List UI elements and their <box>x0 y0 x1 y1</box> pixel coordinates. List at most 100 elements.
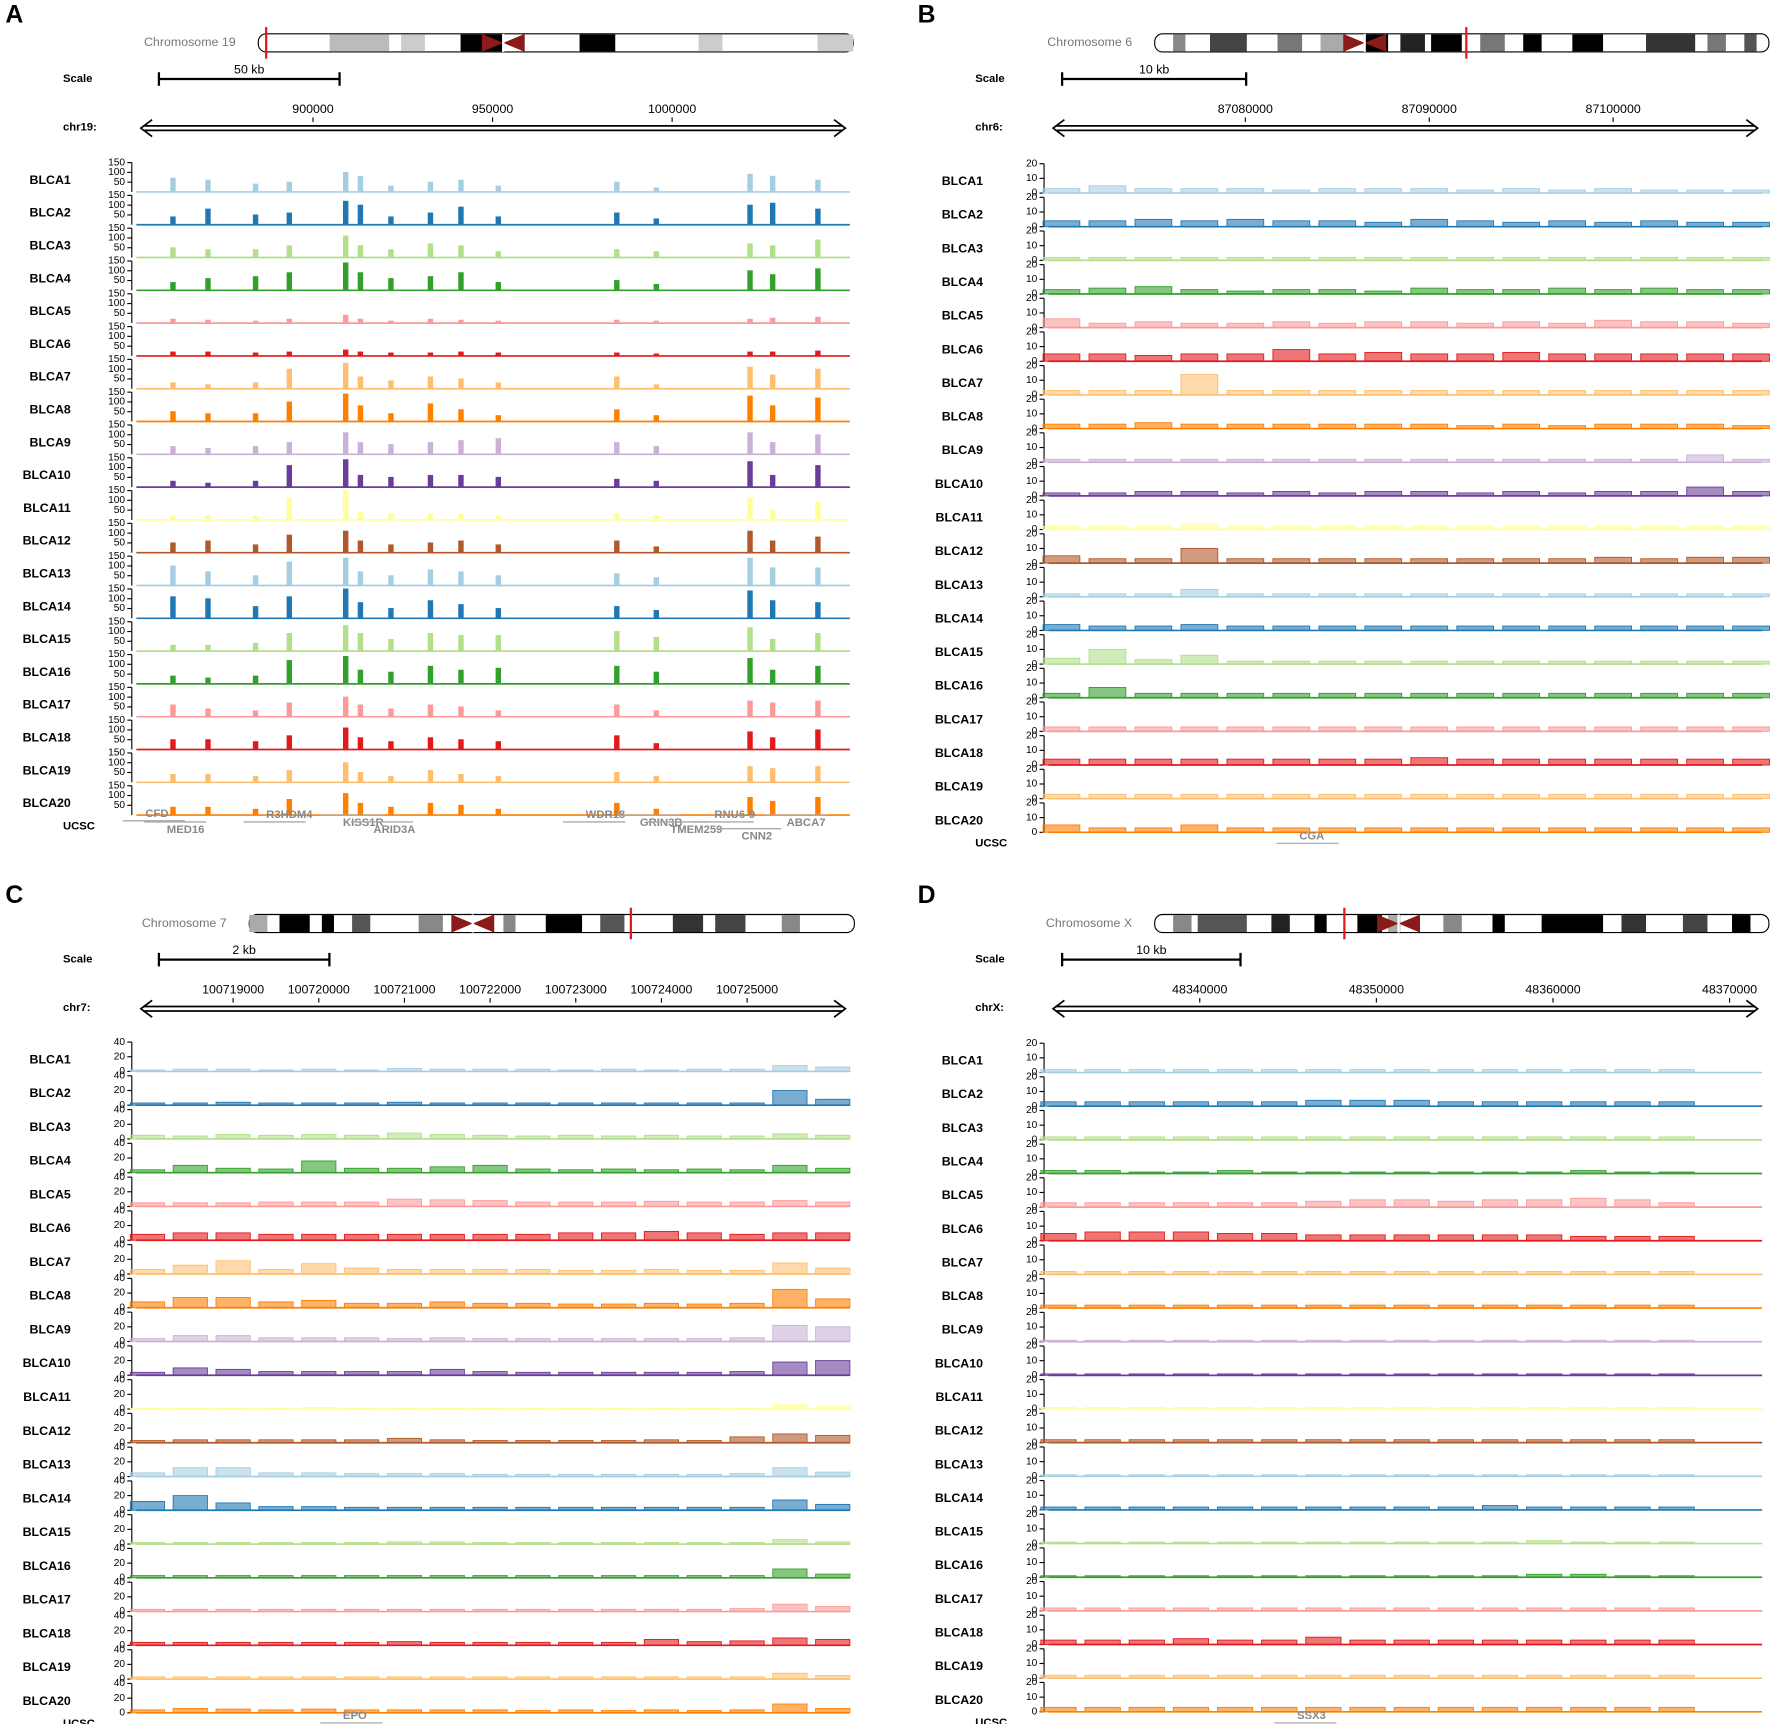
signal-bar <box>172 1676 208 1680</box>
signal-bar <box>1410 256 1449 261</box>
signal-bar <box>1481 1271 1519 1275</box>
signal-bar <box>342 656 349 685</box>
signal-bar <box>1134 593 1173 598</box>
y-tick-label: 0 <box>1032 760 1038 771</box>
signal-bar <box>1614 1235 1651 1242</box>
panel-letter: D <box>918 882 936 909</box>
y-tick-label: 0 <box>1032 255 1038 266</box>
signal-bar <box>1437 1474 1474 1477</box>
signal-bar <box>747 700 753 718</box>
y-tick-label: 50 <box>114 210 126 221</box>
signal-bar <box>1040 1304 1077 1309</box>
signal-bar <box>1216 1069 1254 1074</box>
signal-bar <box>558 1542 594 1545</box>
signal-bar <box>1134 659 1173 665</box>
signal-bar <box>172 1542 208 1545</box>
signal-bar <box>1393 1639 1430 1645</box>
signal-bar <box>1128 1271 1165 1275</box>
signal-bar <box>258 1233 294 1241</box>
y-tick-label: 20 <box>1026 1543 1038 1554</box>
signal-bar <box>815 1232 851 1241</box>
signal-bar <box>1180 353 1219 362</box>
signal-bar <box>1614 1439 1651 1444</box>
signal-bar <box>472 1641 508 1646</box>
signal-bar <box>258 1102 294 1106</box>
signal-bar <box>1088 458 1127 463</box>
track-label: BLCA1 <box>29 173 70 187</box>
y-tick-label: 0 <box>119 1235 125 1246</box>
signal-bar <box>1364 390 1403 396</box>
signal-bar <box>388 249 394 258</box>
signal-bar <box>1084 1373 1121 1376</box>
y-tick-label: 0 <box>1032 1101 1038 1112</box>
signal-bar <box>342 362 349 390</box>
signal-bar <box>769 768 776 783</box>
signal-bar <box>1180 458 1219 463</box>
signal-bar <box>614 513 620 521</box>
signal-bar <box>1272 758 1311 766</box>
signal-bar <box>772 1324 808 1342</box>
signal-bar <box>686 1102 722 1106</box>
signal-bar <box>1305 1304 1342 1309</box>
signal-bar <box>342 235 349 258</box>
signal-bar <box>815 1503 851 1511</box>
y-tick-label: 20 <box>1026 1374 1038 1385</box>
ideogram-band <box>781 915 800 932</box>
signal-bar <box>1658 1339 1695 1343</box>
y-tick-label: 0 <box>119 1302 125 1313</box>
signal-bar <box>427 802 434 816</box>
signal-bar <box>429 1541 465 1545</box>
signal-bar <box>344 1371 380 1376</box>
signal-bar <box>386 1641 423 1646</box>
y-tick-label: 20 <box>114 1220 126 1231</box>
signal-bar <box>1640 827 1678 833</box>
signal-bar <box>1437 1706 1474 1713</box>
signal-bar <box>1548 322 1587 329</box>
signal-bar <box>1502 526 1541 530</box>
signal-bar <box>1364 625 1403 631</box>
signal-bar <box>1410 287 1449 295</box>
y-tick-label: 150 <box>108 288 125 299</box>
signal-bar <box>252 413 259 422</box>
signal-bar <box>558 1102 594 1106</box>
signal-bar <box>205 774 211 783</box>
signal-bar <box>215 1542 251 1545</box>
signal-bar <box>1349 1271 1386 1275</box>
y-tick-label: 100 <box>108 298 125 309</box>
signal-bar <box>1614 1607 1651 1612</box>
signal-bar <box>357 669 364 685</box>
track-label: BLCA14 <box>23 599 71 613</box>
y-tick-label: 0 <box>1032 591 1038 602</box>
track-label: BLCA7 <box>942 376 983 390</box>
signal-bar <box>1614 1706 1651 1713</box>
signal-bar <box>1042 188 1081 194</box>
track-label: BLCA18 <box>23 730 71 744</box>
signal-bar <box>1318 827 1357 833</box>
signal-bar <box>1261 1202 1298 1208</box>
signal-bar <box>1318 593 1357 598</box>
signal-bar <box>1437 1136 1474 1141</box>
signal-bar <box>1172 1101 1210 1107</box>
signal-bar <box>1084 1202 1121 1208</box>
signal-bar <box>1134 526 1173 530</box>
signal-bar <box>495 415 502 422</box>
track-label: BLCA12 <box>23 534 71 548</box>
signal-bar <box>1410 827 1449 833</box>
signal-bar <box>429 1709 465 1714</box>
y-tick-label: 100 <box>108 561 125 572</box>
chromosome-label: Chromosome 6 <box>1047 35 1132 49</box>
signal-bar <box>1272 660 1311 665</box>
signal-bar <box>427 376 434 390</box>
signal-bar <box>388 320 394 324</box>
signal-bar <box>614 631 620 652</box>
ideogram-band <box>1480 34 1505 52</box>
y-tick-label: 50 <box>114 374 126 385</box>
signal-bar <box>301 1676 337 1680</box>
signal-bar <box>1456 726 1495 732</box>
signal-bar <box>495 710 502 718</box>
signal-bar <box>1594 423 1632 430</box>
signal-bar <box>1088 423 1127 430</box>
signal-bar <box>342 349 349 357</box>
signal-bar <box>344 1506 380 1511</box>
